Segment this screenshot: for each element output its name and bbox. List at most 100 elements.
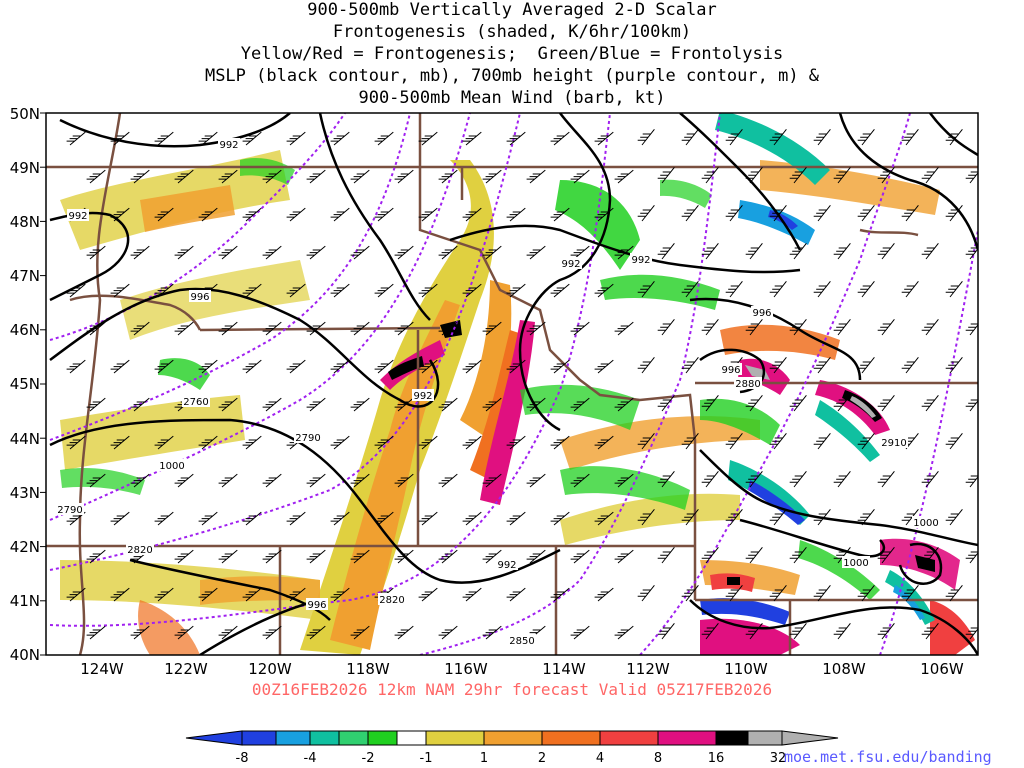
wind-barb	[130, 245, 150, 260]
wind-barb	[769, 584, 787, 602]
wind-barb	[901, 584, 919, 602]
wind-barb	[506, 207, 526, 222]
wind-barb	[657, 546, 675, 564]
wind-barb	[965, 323, 978, 336]
wind-barb	[945, 356, 963, 374]
wind-barb	[438, 473, 458, 488]
wind-barb	[526, 169, 546, 184]
wind-barb	[857, 204, 875, 222]
wind-barb	[242, 587, 262, 602]
wind-barb	[725, 128, 743, 146]
wind-barb	[154, 359, 174, 374]
wind-barb	[374, 435, 394, 450]
wind-barb	[614, 625, 634, 640]
wind-barb	[725, 584, 743, 602]
wind-barb	[462, 131, 482, 146]
credit-link[interactable]: moe.met.fsu.edu/banding	[784, 748, 992, 766]
colorbar-cell	[425, 730, 485, 746]
wind-barb	[614, 169, 634, 184]
height-label: 2880	[734, 377, 762, 390]
wind-barb	[833, 470, 851, 488]
wind-barb	[594, 283, 614, 298]
wind-barb	[594, 131, 614, 146]
wind-barb	[66, 131, 86, 146]
wind-barb	[66, 511, 86, 526]
wind-barb	[725, 280, 743, 298]
wind-barb	[242, 511, 262, 526]
colorbar-cell	[747, 730, 783, 746]
wind-barb	[350, 397, 370, 412]
wind-barb	[745, 546, 763, 564]
wind-barb	[857, 356, 875, 374]
wind-barb	[110, 131, 130, 146]
wind-barb	[833, 166, 851, 184]
lon-label: 120W	[248, 660, 292, 678]
wind-barb	[857, 280, 875, 298]
title-line-3: Yellow/Red = Frontogenesis; Green/Blue =…	[240, 44, 784, 64]
wind-barb	[745, 622, 763, 640]
mslp-label-text: 992	[68, 211, 87, 222]
wind-barb	[570, 245, 590, 260]
wind-barb	[637, 280, 655, 298]
wind-barb	[506, 587, 526, 602]
colorbar-label: 32	[770, 751, 787, 766]
height-label-text: 2790	[295, 433, 320, 444]
height-label: 2820	[126, 543, 154, 556]
wind-barb	[330, 207, 350, 222]
wind-barb	[462, 283, 482, 298]
wind-barb	[526, 473, 546, 488]
wind-barb	[330, 587, 350, 602]
wind-barb	[374, 131, 394, 146]
wind-barb	[965, 247, 978, 260]
wind-barb	[945, 508, 963, 526]
colorbar-cell	[541, 730, 601, 746]
mslp-label-text: 1000	[843, 558, 868, 569]
wind-barb	[921, 546, 939, 564]
lon-label: 116W	[444, 660, 488, 678]
wind-barb	[86, 169, 106, 184]
colorbar-cell	[275, 730, 311, 746]
wind-barb	[769, 280, 787, 298]
wind-barb	[681, 432, 699, 450]
wind-barb	[482, 549, 502, 564]
wind-barb	[877, 242, 895, 260]
wind-barb	[330, 435, 350, 450]
wind-barb	[550, 207, 570, 222]
wind-barb	[350, 625, 370, 640]
wind-barb	[174, 245, 194, 260]
mslp-label: 992	[412, 389, 434, 402]
wind-barb	[462, 359, 482, 374]
wind-barb	[154, 283, 174, 298]
colorbar-cell	[241, 730, 277, 746]
height-label-text: 2850	[509, 636, 534, 647]
wind-barb	[242, 131, 262, 146]
lat-label: 47N	[10, 267, 40, 285]
wind-barb	[110, 435, 130, 450]
mslp-label-text: 992	[497, 560, 516, 571]
lon-axis: 124W 122W 120W 118W 116W 114W 112W 110W …	[80, 660, 964, 678]
wind-barb	[833, 318, 851, 336]
wind-barb	[330, 359, 350, 374]
wind-barb	[394, 169, 414, 184]
wind-barb	[130, 549, 150, 564]
wind-barb	[614, 245, 634, 260]
wind-barb	[306, 321, 326, 336]
wind-barb	[86, 245, 106, 260]
wind-barb	[306, 245, 326, 260]
colorbar-label: 4	[596, 751, 604, 766]
mslp-label-text: 992	[413, 391, 432, 402]
wind-barb	[657, 318, 675, 336]
wind-barb	[570, 397, 590, 412]
lon-label: 124W	[80, 660, 124, 678]
wind-barb	[418, 511, 438, 526]
wind-barb	[218, 245, 238, 260]
wind-barb	[745, 394, 763, 412]
colorbar: -8 -4 -2 -1 1 2 4 8 16 32	[185, 730, 839, 766]
wind-barb	[550, 283, 570, 298]
wind-barb	[769, 128, 787, 146]
wind-barb	[769, 356, 787, 374]
wind-barb	[394, 321, 414, 336]
wind-barb	[657, 242, 675, 260]
wind-barb	[306, 549, 326, 564]
wind-barb	[637, 356, 655, 374]
